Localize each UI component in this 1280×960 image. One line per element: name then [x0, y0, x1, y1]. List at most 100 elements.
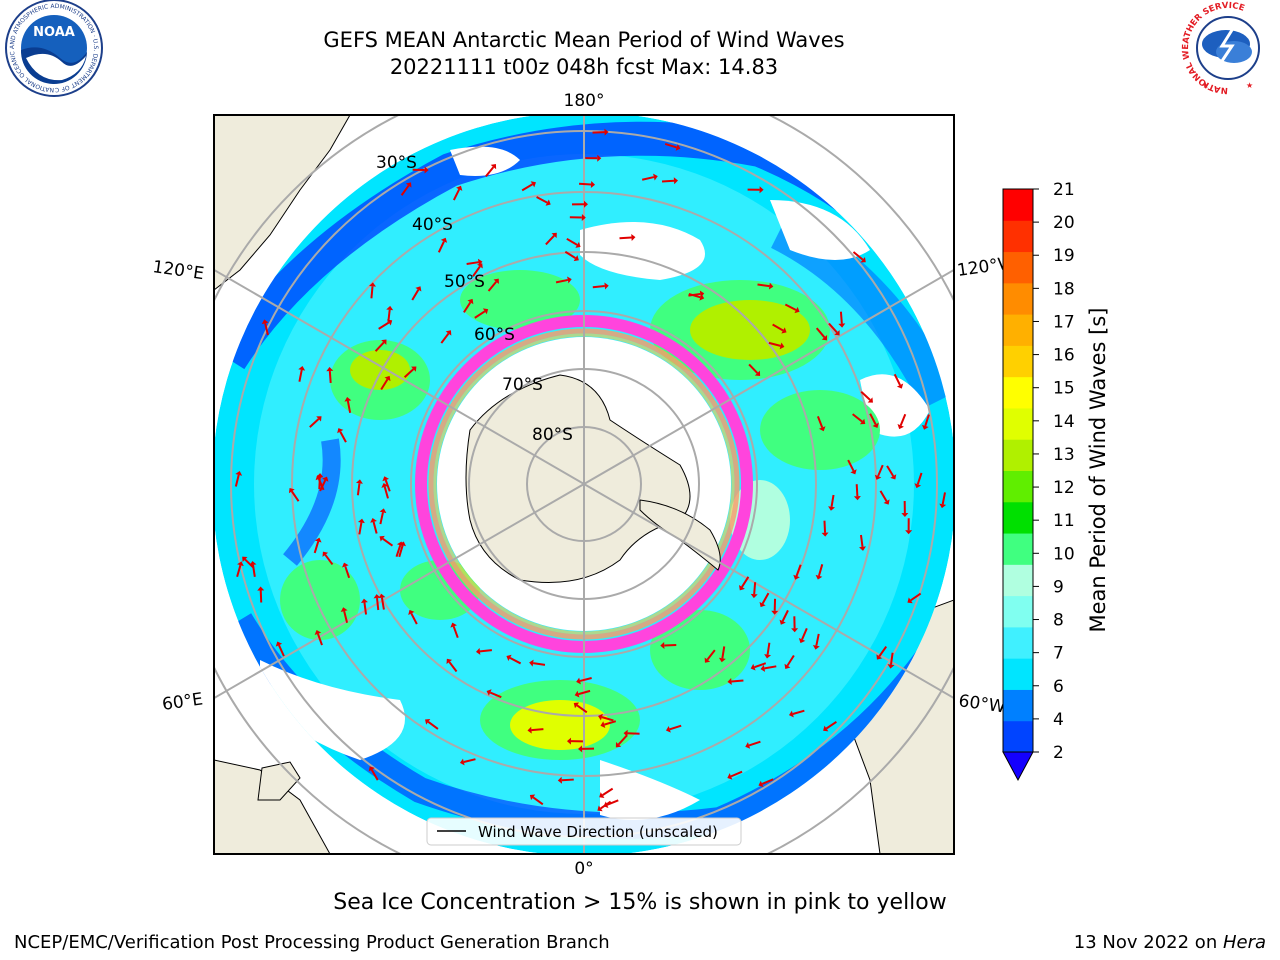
lat-label-60s: 60°S — [474, 325, 515, 345]
colorbar-tick-label: 18 — [1053, 279, 1075, 299]
lat-label-40s: 40°S — [412, 215, 453, 235]
wave-direction-arrow — [564, 250, 579, 262]
wave-direction-arrow — [566, 237, 581, 248]
wave-direction-arrow — [370, 517, 378, 534]
wave-direction-arrow — [486, 689, 502, 699]
wave-direction-arrow — [337, 428, 347, 443]
wave-direction-arrow — [355, 479, 363, 496]
wave-direction-arrow — [574, 689, 591, 698]
wave-direction-arrow — [812, 633, 820, 650]
wave-direction-arrow — [860, 390, 873, 403]
wave-direction-arrow — [821, 520, 829, 537]
wave-direction-arrow — [529, 659, 546, 667]
colorbar-segment — [1003, 345, 1033, 378]
wave-direction-arrow — [599, 787, 614, 799]
colorbar-tick-label: 6 — [1053, 677, 1064, 697]
wave-direction-arrow — [440, 330, 452, 344]
wave-direction-arrow — [859, 534, 866, 551]
wave-direction-arrow — [907, 592, 922, 604]
wave-direction-arrow — [411, 286, 422, 301]
run-date-credit: 13 Nov 2022 on Hera — [1074, 932, 1266, 953]
colorbar-tick-label: 21 — [1053, 180, 1075, 200]
wave-direction-arrow — [853, 484, 861, 501]
colorbar-segment — [1003, 501, 1033, 534]
run-date: 13 Nov 2022 on — [1073, 932, 1223, 953]
wave-direction-arrow — [261, 319, 269, 336]
wave-direction-arrow — [386, 305, 394, 322]
wave-direction-arrow — [572, 200, 589, 208]
wave-direction-arrow — [527, 726, 544, 734]
wave-direction-arrow — [340, 607, 349, 623]
producer-credit: NCEP/EMC/Verification Post Processing Pr… — [14, 932, 610, 953]
noaa-logo: NATIONAL OCEANIC AND ATMOSPHERIC ADMINIS… — [2, 0, 103, 97]
wave-direction-arrow — [760, 664, 777, 672]
wave-direction-arrow — [368, 766, 379, 781]
colorbar-segment — [1003, 407, 1033, 440]
wave-direction-arrow — [748, 363, 761, 376]
host-name: Hera — [1222, 932, 1266, 953]
colorbar-tick-label: 12 — [1053, 478, 1075, 498]
wave-direction-arrow — [592, 128, 609, 136]
wave-direction-arrow — [852, 413, 866, 425]
wave-direction-arrow — [798, 628, 808, 644]
svg-text:★: ★ — [1246, 81, 1253, 90]
wave-direction-arrow — [344, 397, 352, 413]
map-legend: Wind Wave Direction (unscaled) — [426, 817, 742, 846]
colorbar-label: Mean Period of Wind Waves [s] — [1086, 308, 1110, 633]
colorbar-tick-label: 8 — [1053, 611, 1064, 631]
wave-direction-arrow — [727, 678, 744, 686]
wave-direction-arrow — [623, 729, 640, 737]
wave-direction-arrow — [688, 292, 705, 301]
lat-label-50s: 50°S — [444, 272, 485, 292]
wave-direction-arrow — [758, 778, 774, 788]
lon-label-60e: 60°E — [161, 689, 204, 714]
colorbar-tick-label: 17 — [1053, 312, 1075, 332]
wave-direction-arrow — [234, 471, 243, 487]
wave-direction-arrow — [485, 163, 497, 178]
wave-direction-arrow — [615, 734, 628, 748]
colorbar-extend-triangle — [1002, 751, 1034, 782]
wave-direction-arrow — [566, 737, 583, 745]
africa-landmass — [214, 759, 331, 854]
wave-direction-arrow — [521, 181, 536, 192]
wave-direction-arrow — [641, 173, 658, 181]
wave-direction-arrow — [791, 616, 799, 633]
wave-direction-arrow — [750, 582, 758, 599]
wave-direction-arrow — [373, 594, 381, 611]
colorbar-segment — [1003, 282, 1033, 315]
wave-direction-arrow — [452, 185, 463, 201]
chart-title: GEFS MEAN Antarctic Mean Period of Wind … — [323, 28, 845, 52]
wave-direction-arrow — [847, 459, 857, 475]
wave-direction-arrow — [381, 483, 389, 499]
colorbar-segment — [1003, 470, 1033, 503]
wave-direction-arrow — [603, 799, 619, 809]
wave-direction-arrow — [815, 564, 824, 580]
lon-label-180: 180° — [564, 91, 605, 111]
lat-label-30s: 30°S — [376, 153, 417, 173]
wave-direction-arrow — [828, 494, 836, 511]
wave-direction-arrow — [768, 341, 785, 350]
chart-subtitle: 20221111 t00z 048h fcst Max: 14.83 — [389, 55, 779, 79]
wave-direction-arrow — [793, 564, 802, 580]
colorbar-segment — [1003, 533, 1033, 565]
colorbar: 2 4 6 7 8 9 10 11 12 13 14 15 16 17 18 19 20 21 — [1002, 180, 1075, 782]
wave-direction-arrow — [579, 181, 596, 189]
colorbar-segment — [1003, 251, 1033, 284]
wave-direction-arrow — [745, 740, 761, 749]
colorbar-segment — [1003, 720, 1033, 753]
wave-direction-arrow — [576, 677, 592, 685]
wave-direction-arrow — [772, 323, 787, 334]
wave-direction-arrow — [313, 537, 322, 554]
wave-direction-arrow — [374, 339, 387, 352]
colorbar-tick-label: 2 — [1053, 743, 1064, 763]
colorbar-segment — [1003, 376, 1033, 409]
wave-direction-arrow — [529, 794, 544, 806]
wave-direction-arrow — [403, 366, 417, 379]
colorbar-segment — [1003, 595, 1033, 628]
wave-direction-arrow — [598, 713, 614, 722]
wave-direction-arrow — [506, 654, 522, 665]
wave-direction-arrow — [382, 476, 391, 492]
wave-direction-arrow — [398, 541, 406, 558]
wave-direction-arrow — [838, 311, 846, 328]
